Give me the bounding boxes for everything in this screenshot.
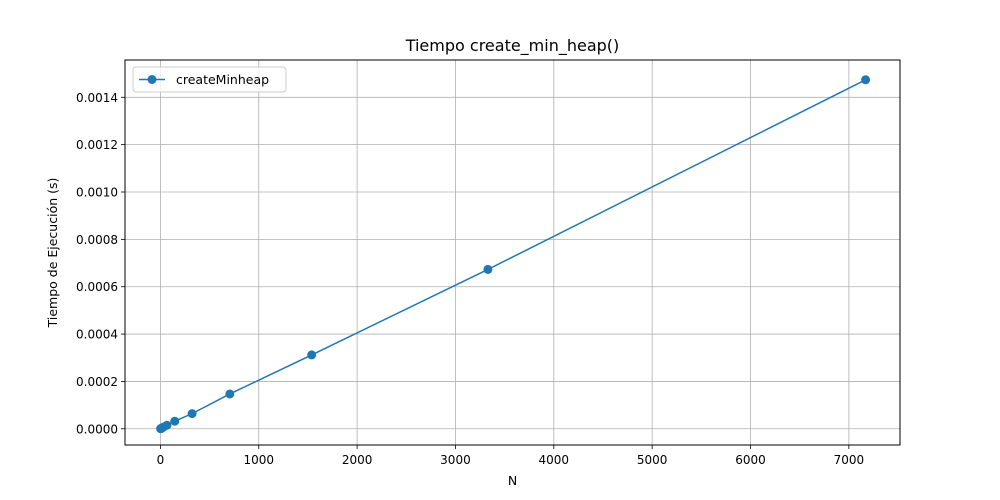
y-axis-label: Tiempo de Ejecución (s) xyxy=(45,178,60,329)
y-tick-label: 0.0004 xyxy=(76,328,118,342)
data-point xyxy=(162,420,172,430)
series-layer xyxy=(156,75,871,434)
x-axis-label: N xyxy=(508,473,517,488)
y-tick-label: 0.0008 xyxy=(76,233,118,247)
data-point xyxy=(861,75,871,85)
chart-title: Tiempo create_min_heap() xyxy=(405,36,620,56)
x-tick-label: 0 xyxy=(157,453,165,467)
y-tick-label: 0.0014 xyxy=(76,91,118,105)
x-tick-label: 6000 xyxy=(735,453,766,467)
plot-area-background xyxy=(125,60,900,445)
x-tick-label: 4000 xyxy=(539,453,570,467)
y-axis-ticks: 0.0000 0.0002 0.0004 0.0006 0.0008 0.0010 0.00… xyxy=(76,91,125,436)
grid-lines xyxy=(125,60,900,445)
legend: createMinheap xyxy=(132,66,287,93)
plot-frame xyxy=(124,59,901,446)
data-point xyxy=(307,350,317,360)
x-tick-label: 5000 xyxy=(637,453,668,467)
x-tick-label: 7000 xyxy=(834,453,865,467)
data-point xyxy=(170,416,180,426)
y-tick-label: 0.0010 xyxy=(76,186,118,200)
x-tick-label: 1000 xyxy=(243,453,274,467)
legend-box xyxy=(132,66,287,93)
data-point xyxy=(483,264,493,274)
x-tick-label: 3000 xyxy=(440,453,471,467)
legend-label-createminheap: createMinheap xyxy=(176,72,269,87)
legend-marker-swatch xyxy=(147,75,157,84)
y-tick-label: 0.0000 xyxy=(76,422,118,436)
x-axis-ticks: 0 1000 2000 3000 4000 5000 6000 7000 xyxy=(157,445,865,467)
y-tick-label: 0.0006 xyxy=(76,280,118,294)
data-point xyxy=(187,409,197,419)
y-tick-label: 0.0002 xyxy=(76,375,118,389)
data-point xyxy=(225,389,235,399)
x-tick-label: 2000 xyxy=(342,453,373,467)
y-tick-label: 0.0012 xyxy=(76,138,118,152)
